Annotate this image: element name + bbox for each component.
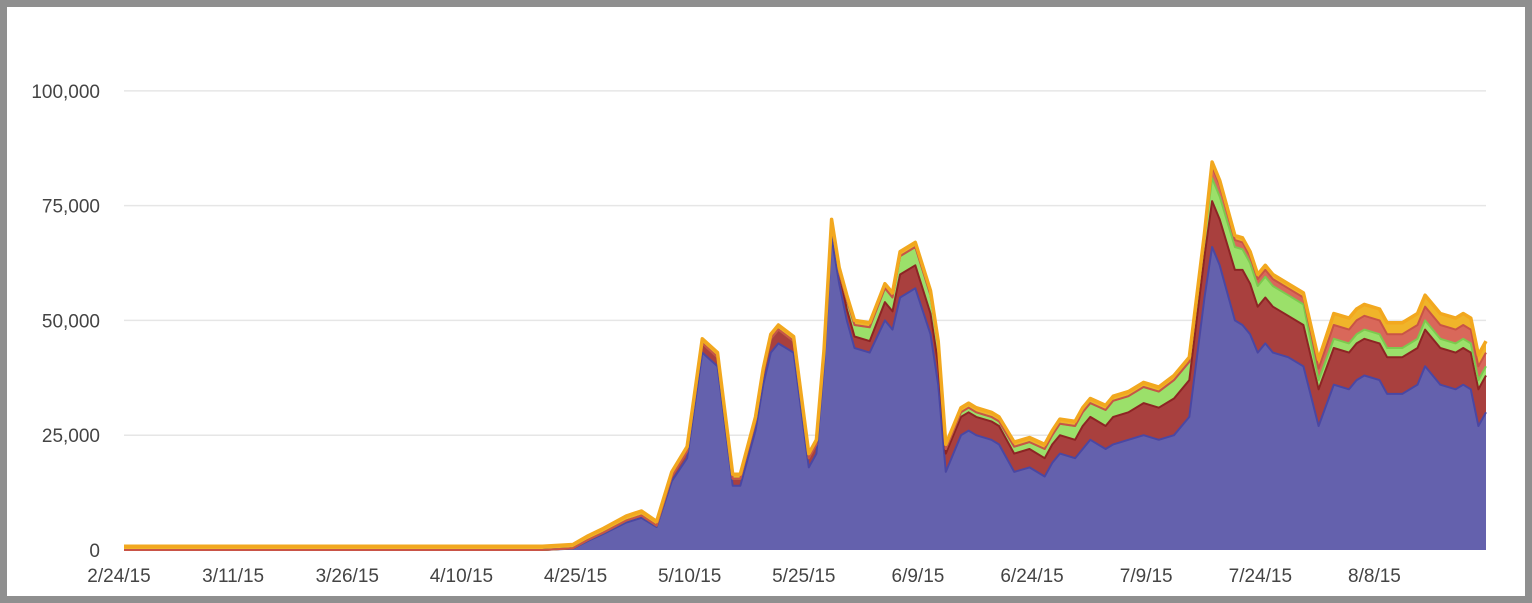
x-tick-label: 5/25/15 bbox=[772, 566, 835, 587]
y-tick-label: 25,000 bbox=[42, 426, 100, 447]
area-series-1 bbox=[124, 237, 1486, 551]
x-tick-label: 3/11/15 bbox=[202, 566, 264, 587]
x-tick-label: 4/25/15 bbox=[544, 566, 607, 587]
x-tick-label: 2/24/15 bbox=[87, 566, 150, 587]
x-tick-label: 7/9/15 bbox=[1120, 566, 1173, 587]
area-series-group bbox=[124, 160, 1488, 551]
x-axis-ticks: 2/24/15 3/11/15 3/26/15 4/10/15 4/25/15 5/10/… bbox=[87, 566, 1401, 587]
y-tick-label: 50,000 bbox=[42, 311, 100, 332]
y-tick-label: 75,000 bbox=[42, 197, 100, 218]
x-tick-label: 8/8/15 bbox=[1348, 566, 1401, 587]
series-line-1 bbox=[124, 236, 1487, 551]
x-tick-label: 3/26/15 bbox=[316, 566, 379, 587]
x-tick-label: 6/9/15 bbox=[892, 566, 945, 587]
y-tick-label: 100,000 bbox=[31, 82, 100, 103]
x-tick-label: 5/10/15 bbox=[658, 566, 721, 587]
series-line-5 bbox=[124, 160, 1488, 549]
y-axis-ticks: 0 25,000 50,000 75,000 100,000 bbox=[31, 82, 100, 562]
x-tick-label: 6/24/15 bbox=[1000, 566, 1063, 587]
x-tick-label: 4/10/15 bbox=[430, 566, 493, 587]
x-tick-label: 7/24/15 bbox=[1229, 566, 1292, 587]
y-tick-label: 0 bbox=[89, 541, 100, 562]
